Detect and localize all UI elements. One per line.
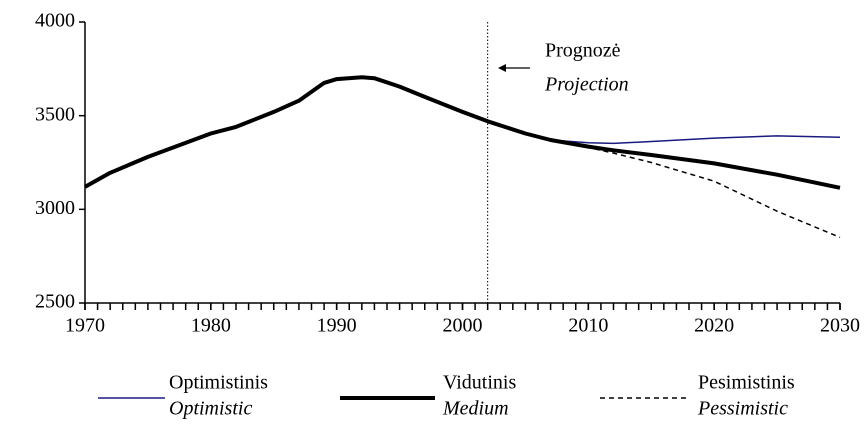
- series-line: [550, 139, 841, 239]
- y-tick-label: 2500: [35, 291, 75, 313]
- projection-arrowhead: [498, 64, 506, 72]
- annotation-text: Prognozė: [545, 40, 621, 62]
- x-tick-label: 2000: [443, 315, 483, 337]
- x-tick-label: 1970: [65, 315, 105, 337]
- annotation-text-en: Projection: [544, 74, 629, 96]
- legend-label-en: Medium: [442, 398, 509, 420]
- x-tick-label: 2010: [568, 315, 608, 337]
- legend-label-en: Optimistic: [169, 398, 252, 420]
- x-tick-label: 2030: [820, 315, 860, 337]
- series-line: [84, 75, 841, 190]
- y-tick-label: 3000: [35, 197, 75, 219]
- x-tick-label: 1980: [191, 315, 231, 337]
- x-tick-label: 1990: [317, 315, 357, 337]
- legend-label: Vidutinis: [443, 372, 516, 394]
- series-line: [550, 135, 841, 145]
- legend-label: Pesimistinis: [698, 372, 795, 394]
- y-tick-label: 4000: [35, 10, 75, 32]
- legend-label: Optimistinis: [169, 372, 268, 394]
- y-tick-label: 3500: [35, 103, 75, 125]
- legend-label-en: Pessimistic: [697, 398, 788, 420]
- x-tick-label: 2020: [694, 315, 734, 337]
